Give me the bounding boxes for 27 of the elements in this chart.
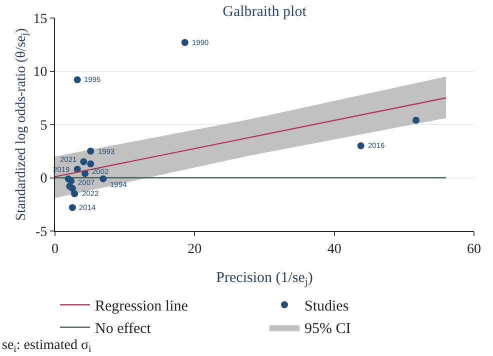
y-tick-label: 5 xyxy=(40,118,48,134)
point xyxy=(181,39,188,46)
point xyxy=(87,160,94,168)
point xyxy=(357,142,364,150)
x-tick-label: 0 xyxy=(52,242,58,257)
point xyxy=(100,175,107,182)
point xyxy=(412,116,420,124)
legend-label: Regression line xyxy=(95,298,188,315)
x-axis-title: Precision (1/se$_{j}$) xyxy=(216,270,313,288)
text: se$_{i}$: estimated σ$_{i}$ xyxy=(2,338,92,355)
x-tick-label: 60 xyxy=(467,242,481,257)
y-tick-label: 15 xyxy=(33,12,48,27)
legend-label: 95% CI xyxy=(304,321,351,338)
legend-label: No effect xyxy=(95,321,152,338)
x-tick-label: 20 xyxy=(188,242,202,257)
y-tick-label: -5 xyxy=(36,224,48,240)
legend-label: Studies xyxy=(304,298,349,315)
point xyxy=(80,158,88,166)
point xyxy=(71,190,78,198)
x-tick-label: 40 xyxy=(327,242,342,257)
point xyxy=(87,148,94,155)
y-tick-label: 0 xyxy=(40,172,48,187)
point xyxy=(74,76,81,84)
chart-title: Galbraith plot xyxy=(222,4,308,20)
point xyxy=(68,204,76,212)
point xyxy=(68,184,76,192)
y-tick-label: 10 xyxy=(33,65,48,80)
